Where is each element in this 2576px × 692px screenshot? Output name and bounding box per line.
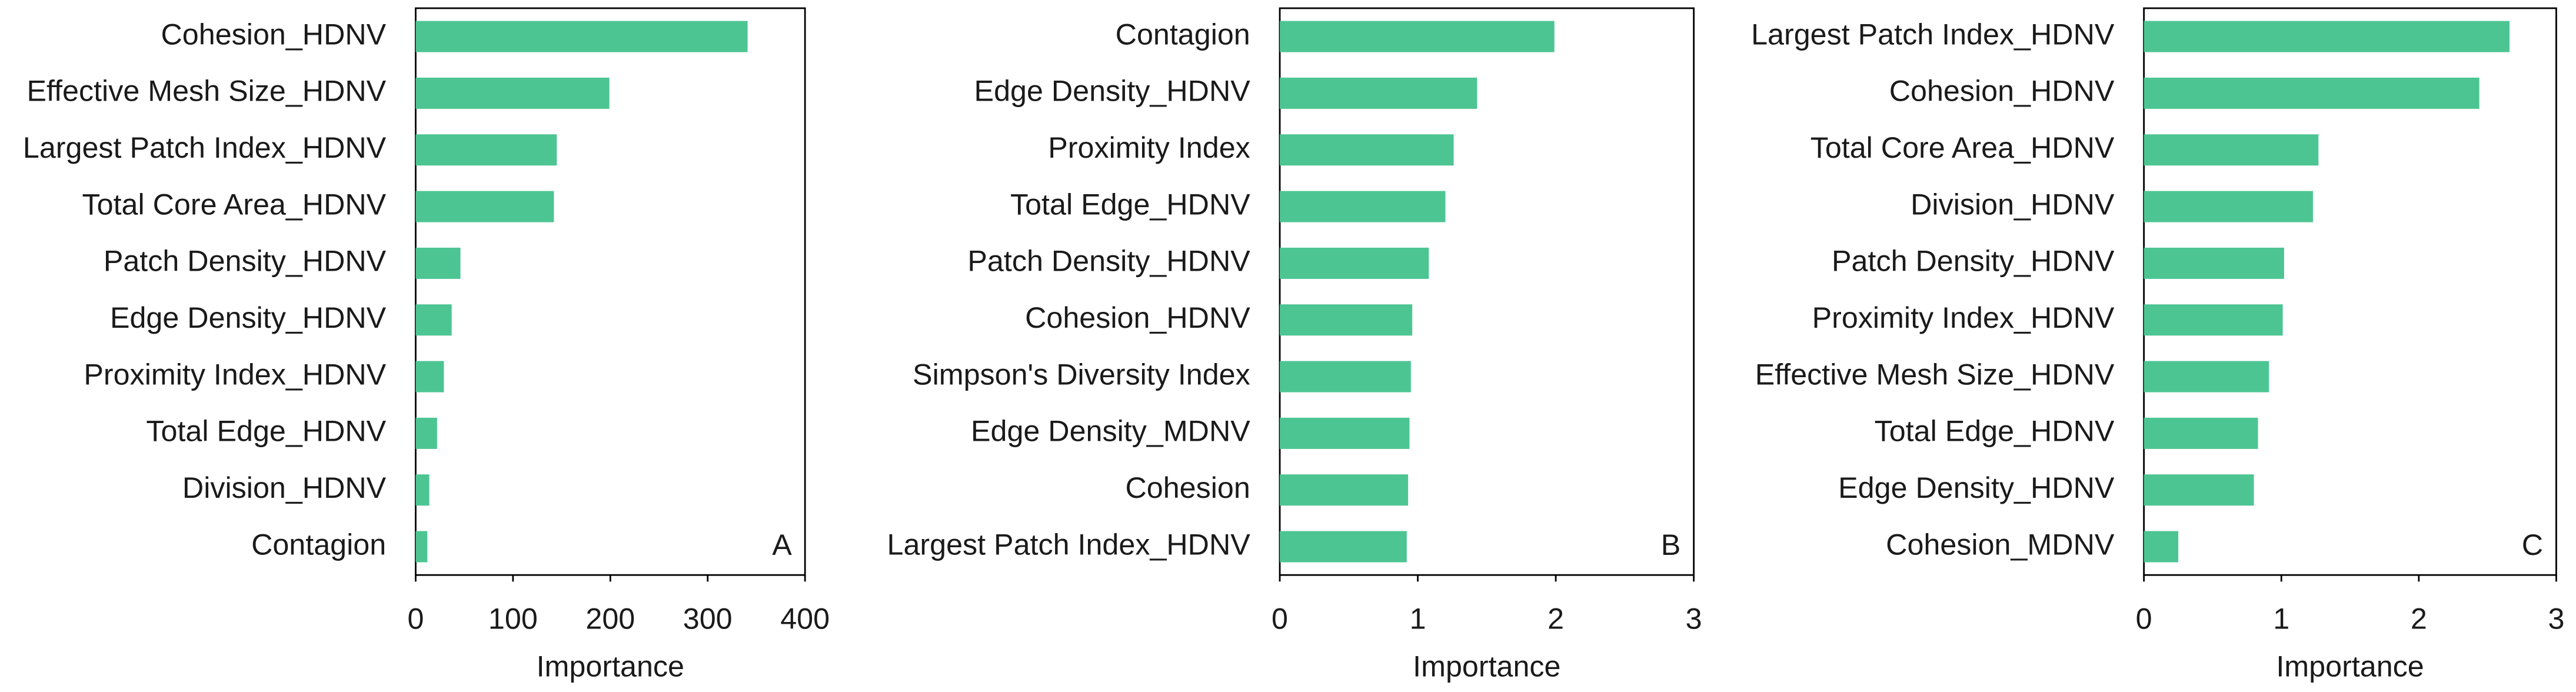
bar: [1280, 417, 1410, 449]
plot-frame: [2143, 7, 2557, 576]
bar: [415, 474, 430, 506]
y-tick-label: Proximity Index_HDNV: [1812, 301, 2115, 334]
panel-label: A: [772, 528, 792, 561]
y-tick-label: Total Core Area_HDNV: [1810, 131, 2115, 164]
bar: [2144, 21, 2510, 52]
bar: [415, 417, 437, 449]
x-tick-label: 2: [1547, 603, 1564, 636]
y-tick-label: Total Edge_HDNV: [146, 415, 386, 448]
bar: [2144, 191, 2313, 222]
panel-label: C: [2522, 528, 2543, 561]
y-tick-label: Division_HDNV: [182, 471, 387, 504]
y-tick-label: Cohesion_HDNV: [1889, 75, 2115, 108]
x-tick-label: 200: [585, 603, 635, 636]
bar: [415, 304, 452, 336]
y-tick-label: Contagion: [251, 528, 386, 561]
bar: [415, 21, 748, 52]
bar: [2144, 474, 2254, 506]
y-tick-label: Effective Mesh Size_HDNV: [1755, 358, 2115, 391]
y-tick-label: Patch Density_HDNV: [104, 245, 387, 278]
y-tick-label: Cohesion_HDNV: [161, 18, 387, 51]
bar: [1280, 531, 1407, 563]
x-tick-label: 400: [780, 603, 830, 636]
y-tick-label: Cohesion_HDNV: [1025, 301, 1250, 334]
bar: [2144, 361, 2269, 392]
bar: [415, 531, 428, 563]
y-tick-label: Largest Patch Index_HDNV: [1751, 18, 2115, 51]
x-tick-label: 3: [1686, 603, 1702, 636]
bar: [415, 247, 461, 279]
bar: [415, 191, 554, 222]
x-tick-label: 3: [2548, 603, 2564, 636]
y-tick-label: Simpson's Diversity Index: [913, 358, 1250, 391]
bar: [415, 134, 557, 166]
bar: [1280, 361, 1411, 392]
y-tick-label: Contagion: [1116, 18, 1250, 51]
bar: [1280, 21, 1555, 52]
y-tick-label: Division_HDNV: [1911, 188, 2115, 221]
bar: [2144, 531, 2179, 563]
bar: [2144, 134, 2319, 166]
x-tick-label: 300: [683, 603, 733, 636]
y-tick-label: Edge Density_MDNV: [971, 415, 1250, 448]
bar: [2144, 304, 2283, 336]
bar: [2144, 417, 2258, 449]
y-tick-label: Largest Patch Index_HDNV: [887, 528, 1251, 561]
plot-frame: [1279, 7, 1695, 576]
y-tick-label: Edge Density_HDNV: [974, 75, 1251, 108]
bar: [2144, 77, 2480, 109]
y-tick-label: Edge Density_HDNV: [1838, 471, 2115, 504]
y-tick-label: Edge Density_HDNV: [110, 301, 387, 334]
x-tick-label: 2: [2411, 603, 2427, 636]
y-tick-label: Proximity Index: [1048, 131, 1250, 164]
bar: [415, 361, 444, 392]
y-tick-label: Largest Patch Index_HDNV: [23, 131, 387, 164]
y-tick-label: Patch Density_HDNV: [967, 245, 1250, 278]
x-axis-label: Importance: [537, 650, 684, 683]
x-axis-label: Importance: [1413, 650, 1560, 683]
x-tick-label: 1: [1410, 603, 1426, 636]
y-tick-label: Total Edge_HDNV: [1010, 188, 1250, 221]
x-axis-label: Importance: [2276, 650, 2424, 683]
y-tick-label: Total Core Area_HDNV: [82, 188, 386, 221]
bar: [1280, 474, 1409, 506]
y-tick-label: Total Edge_HDNV: [1875, 415, 2115, 448]
bar: [2144, 247, 2284, 279]
y-tick-label: Patch Density_HDNV: [1832, 245, 2115, 278]
y-tick-label: Proximity Index_HDNV: [84, 358, 386, 391]
x-tick-label: 0: [2136, 603, 2152, 636]
y-tick-label: Cohesion: [1125, 471, 1250, 504]
panel-label: B: [1661, 528, 1681, 561]
bar: [415, 77, 610, 109]
bar: [1280, 77, 1477, 109]
x-tick-label: 100: [488, 603, 538, 636]
x-tick-label: 0: [1272, 603, 1288, 636]
bar: [1280, 304, 1413, 336]
bar: [1280, 191, 1446, 222]
bar: [1280, 247, 1429, 279]
y-tick-label: Effective Mesh Size_HDNV: [26, 75, 386, 108]
x-tick-label: 1: [2273, 603, 2289, 636]
x-tick-label: 0: [407, 603, 424, 636]
bar: [1280, 134, 1454, 166]
y-tick-label: Cohesion_MDNV: [1886, 528, 2115, 561]
